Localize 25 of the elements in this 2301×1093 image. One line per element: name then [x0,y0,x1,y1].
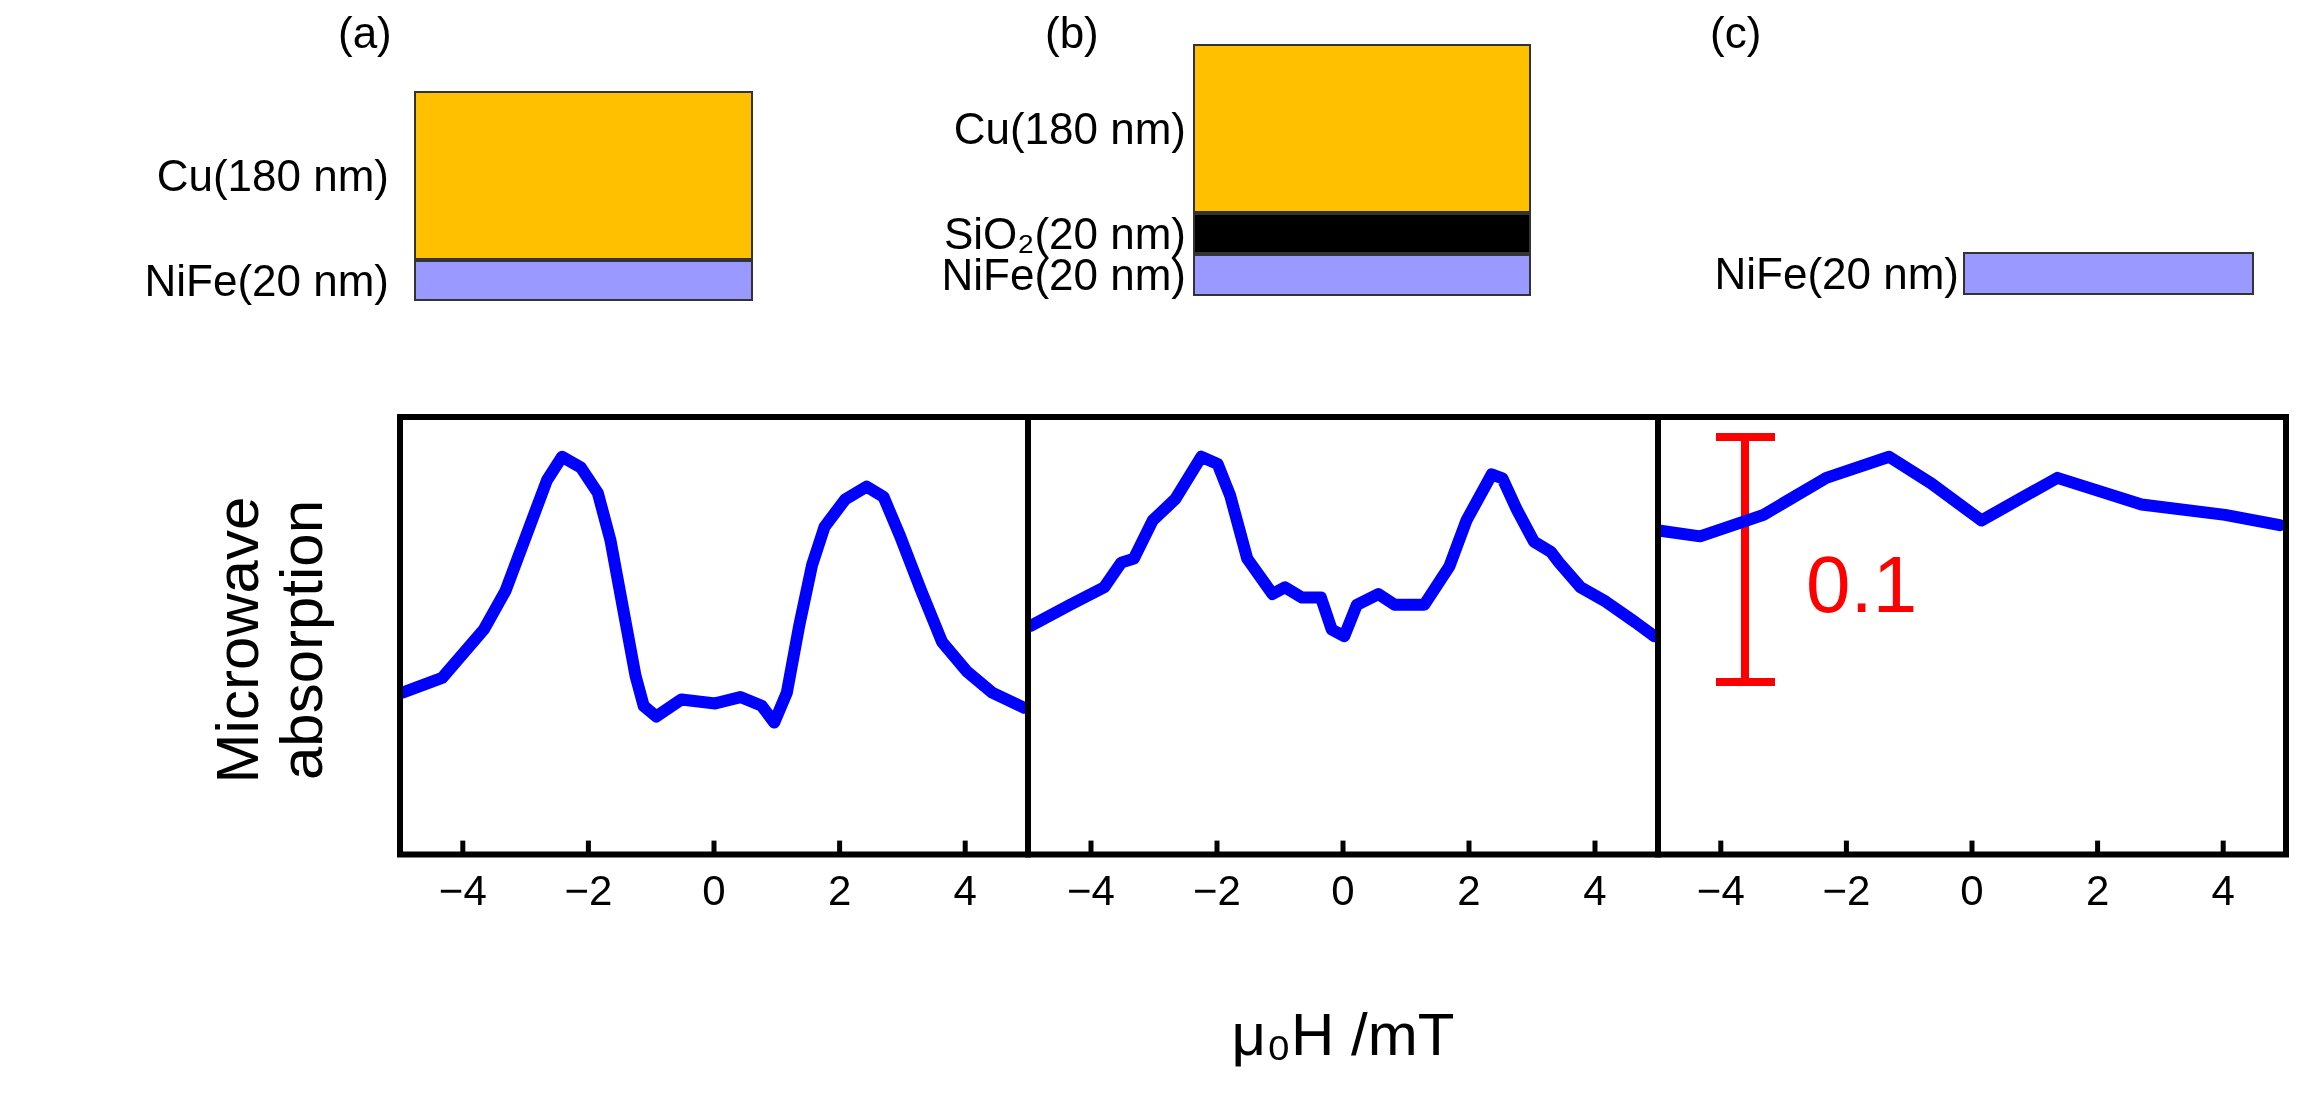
x-tick-label: 2 [2085,867,2110,915]
x-tick-label: 4 [1583,867,1607,915]
x-tick-label: 0 [1331,867,1355,915]
x-tick-label: 0 [1960,867,1984,915]
text: NiFe(20 nm) [144,254,389,307]
x-tick-label: −4 [1067,867,1115,915]
y-axis-title: Microwave absorption [204,495,335,786]
chart-title: (a) [338,8,392,58]
chart-title: (b) [1045,8,1099,58]
x-tick-label: −2 [1822,867,1871,915]
x-axis-title: μ₀H /mT [1231,1000,1455,1069]
x-tick-label: −2 [564,867,613,915]
text: NiFe(20 nm) [1714,247,1959,300]
x-tick-label: 2 [827,867,852,915]
chart-title: (c) [1710,8,1762,58]
text: Cu(180 nm) [156,149,389,202]
x-tick-label: −4 [1696,867,1745,915]
x-tick-label: 4 [2211,867,2235,915]
annotation: 0.1 [1806,540,1918,630]
x-tick-label: 2 [1457,867,1481,915]
text: Cu(180 nm) [953,102,1186,155]
x-tick-label: 4 [953,867,977,915]
x-tick-label: −4 [438,867,487,915]
x-tick-label: −2 [1193,867,1241,915]
x-tick-label: 0 [702,867,726,915]
